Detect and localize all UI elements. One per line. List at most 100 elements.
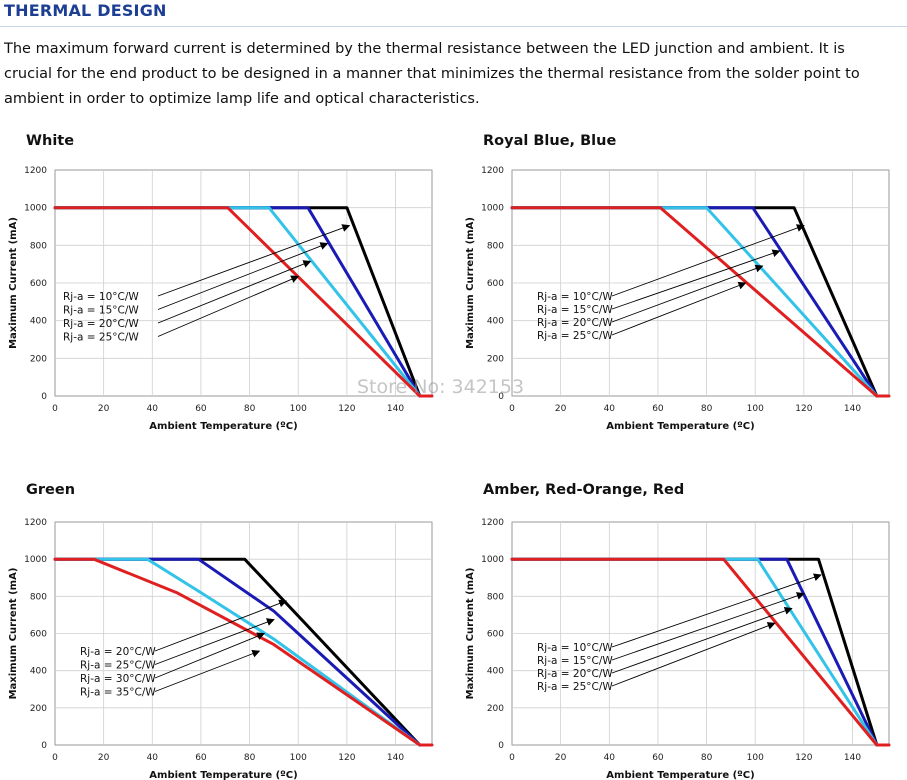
series-line [53,557,422,747]
annotation-arrow [154,649,261,692]
y-axis-label: Maximum Current (mA) [465,217,476,349]
chart-title-green: Green [26,482,76,498]
rja-annotation: Rj-a = 20°C/W [537,317,613,329]
rja-annotation: Rj-a = 15°C/W [537,304,613,316]
y-tick-label: 200 [487,354,504,364]
page-title: THERMAL DESIGN [4,1,167,20]
intro-line: The maximum forward current is determine… [4,41,845,57]
x-tick-label: 40 [147,404,159,414]
x-tick-label: 140 [387,404,404,414]
x-tick-label: 40 [604,753,616,763]
x-tick-label: 100 [290,404,307,414]
rja-annotation: Rj-a = 25°C/W [80,660,156,672]
annotation-arrow [611,573,822,648]
y-tick-label: 800 [487,241,504,251]
x-tick-label: 20 [555,753,567,763]
intro-line: ambient in order to optimize lamp life a… [4,91,480,107]
y-tick-label: 1200 [24,518,47,528]
x-tick-label: 0 [509,404,515,414]
y-tick-label: 1000 [481,555,504,565]
annotation-arrow [157,275,300,337]
x-axis-label: Ambient Temperature (ºC) [606,770,754,780]
annotation-arrow [154,618,275,665]
intro-line: crucial for the end product to be design… [4,66,860,82]
store-watermark: Store No: 342153 [357,376,525,398]
annotation-arrow [154,632,266,679]
chart-title-amber: Amber, Red-Orange, Red [483,482,685,498]
x-tick-label: 120 [338,753,355,763]
rja-annotation: Rj-a = 25°C/W [537,681,613,693]
rja-annotation: Rj-a = 20°C/W [63,318,139,330]
y-tick-label: 400 [487,317,504,327]
y-tick-label: 1200 [24,166,47,176]
y-tick-label: 1200 [481,166,504,176]
y-axis-label: Maximum Current (mA) [8,568,19,700]
y-tick-label: 400 [30,317,47,327]
x-tick-label: 140 [387,753,404,763]
y-tick-label: 400 [487,667,504,677]
annotation-arrow [611,607,793,674]
rja-annotation: Rj-a = 10°C/W [537,642,613,654]
rja-annotation: Rj-a = 35°C/W [80,687,156,699]
x-tick-label: 0 [52,404,58,414]
x-axis-label: Ambient Temperature (ºC) [149,421,297,432]
x-tick-label: 80 [701,404,713,414]
rja-annotation: Rj-a = 15°C/W [63,305,139,317]
x-axis-label: Ambient Temperature (ºC) [149,770,297,780]
annotation-arrow [157,224,351,297]
annotation-arrow [157,260,312,324]
y-tick-label: 600 [30,279,47,289]
x-tick-label: 0 [52,753,58,763]
x-tick-label: 20 [555,404,567,414]
x-tick-label: 120 [795,753,812,763]
y-tick-label: 600 [487,630,504,640]
x-tick-label: 140 [844,404,861,414]
y-tick-label: 1000 [24,204,47,214]
x-tick-label: 60 [652,753,664,763]
x-tick-label: 100 [290,753,307,763]
chart-title-blue: Royal Blue, Blue [483,133,617,149]
chart-title-white: White [26,133,75,149]
rja-annotation: Rj-a = 30°C/W [80,673,156,685]
y-tick-label: 400 [30,667,47,677]
x-tick-label: 20 [98,753,110,763]
y-tick-label: 0 [41,392,47,402]
y-tick-label: 800 [30,241,47,251]
series-line [510,206,891,398]
annotation-arrow [611,264,764,323]
x-tick-label: 60 [195,753,207,763]
x-tick-label: 0 [509,753,515,763]
y-tick-label: 1000 [481,204,504,214]
y-tick-label: 200 [30,354,47,364]
x-tick-label: 40 [147,753,159,763]
y-tick-label: 200 [30,704,47,714]
title-divider [0,26,907,27]
annotation-arrow [611,249,781,310]
x-tick-label: 120 [338,404,355,414]
x-tick-label: 20 [98,404,110,414]
series-line [53,557,434,747]
series-line [510,557,891,747]
y-tick-label: 1200 [481,518,504,528]
annotation-arrow [611,592,805,661]
y-tick-label: 1000 [24,555,47,565]
rja-annotation: Rj-a = 20°C/W [537,668,613,680]
rja-annotation: Rj-a = 15°C/W [537,655,613,667]
y-tick-label: 600 [487,279,504,289]
rja-annotation: Rj-a = 10°C/W [537,291,613,303]
y-tick-label: 800 [30,592,47,602]
annotation-arrow [154,599,287,652]
y-axis-label: Maximum Current (mA) [8,217,19,349]
x-tick-label: 80 [244,404,256,414]
x-tick-label: 60 [652,404,664,414]
intro-paragraph: The maximum forward current is determine… [4,37,906,112]
x-axis-label: Ambient Temperature (ºC) [606,421,754,432]
y-tick-label: 0 [41,741,47,751]
x-tick-label: 80 [701,753,713,763]
annotation-arrow [611,224,805,297]
rja-annotation: Rj-a = 25°C/W [537,330,613,342]
y-tick-label: 800 [487,592,504,602]
x-tick-label: 100 [747,404,764,414]
x-tick-label: 100 [747,753,764,763]
